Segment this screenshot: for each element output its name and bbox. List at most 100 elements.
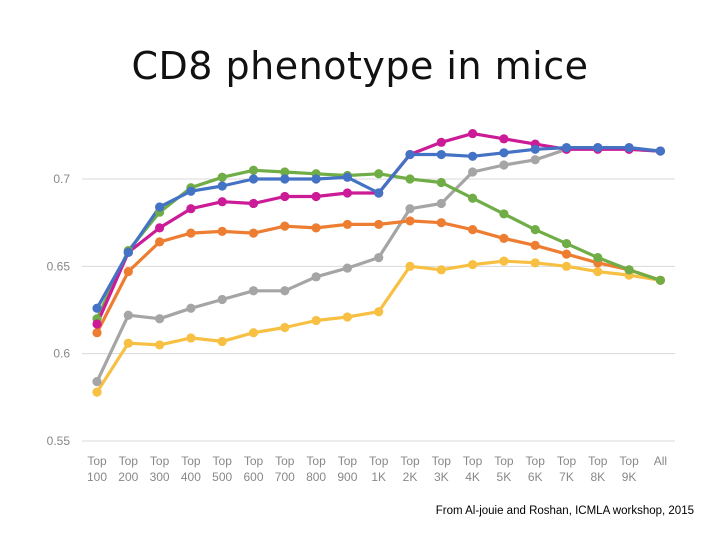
data-point <box>311 223 321 233</box>
x-tick-label: 600 <box>243 470 263 484</box>
data-point <box>248 286 259 296</box>
data-point <box>123 266 133 277</box>
x-tick-label: 800 <box>306 470 326 484</box>
data-point <box>436 218 446 228</box>
data-point <box>499 134 509 144</box>
y-tick-label: 0.7 <box>53 172 70 186</box>
data-point <box>92 303 102 313</box>
data-point <box>217 294 227 305</box>
y-axis-labels: 0.55 0.6 0.65 0.7 <box>47 172 71 448</box>
x-tick-label: 3K <box>434 470 449 484</box>
data-point <box>374 219 384 230</box>
x-tick-label: Top <box>432 454 452 468</box>
data-point <box>92 328 102 338</box>
data-point <box>405 204 415 214</box>
y-tick-label: 0.65 <box>47 259 71 273</box>
data-point <box>405 149 415 160</box>
data-point <box>217 181 227 191</box>
data-point <box>561 142 572 153</box>
data-point <box>311 174 321 184</box>
series-line <box>95 259 663 394</box>
data-point <box>405 261 415 271</box>
x-tick-label: Top <box>557 454 577 468</box>
data-point <box>186 204 196 214</box>
data-point <box>248 228 259 238</box>
data-point <box>593 142 603 153</box>
data-point <box>436 265 446 275</box>
x-tick-label: Top <box>119 454 139 468</box>
data-point <box>624 142 634 153</box>
x-tick-label: Top <box>588 454 608 468</box>
data-point <box>311 191 321 202</box>
x-tick-label: Top <box>619 454 639 468</box>
data-point <box>342 312 352 322</box>
x-tick-label: 2K <box>403 470 418 484</box>
data-point <box>311 315 321 326</box>
data-point <box>499 160 509 170</box>
data-point <box>155 340 165 350</box>
data-point <box>280 286 290 296</box>
x-tick-label: 8K <box>590 470 605 484</box>
x-tick-label: Top <box>275 454 295 468</box>
x-tick-label: 1K <box>371 470 386 484</box>
x-tick-label: Top <box>494 454 514 468</box>
data-point <box>248 174 259 184</box>
x-tick-label: Top <box>87 454 107 468</box>
x-tick-label: 6K <box>528 470 543 484</box>
data-point <box>342 263 352 273</box>
data-point <box>374 188 384 198</box>
x-tick-label: Top <box>526 454 546 468</box>
data-point <box>499 233 509 243</box>
x-tick-label: 500 <box>212 470 232 484</box>
x-axis-labels: Top 100 Top 200 Top 300 Top 400 Top 500 Top 600 Top 7… <box>87 454 667 484</box>
x-tick-label: 100 <box>87 470 107 484</box>
data-point <box>217 172 227 182</box>
x-tick-label: Top <box>181 454 201 468</box>
data-point <box>217 336 227 347</box>
data-point <box>248 165 259 175</box>
x-tick-label: 9K <box>622 470 637 484</box>
data-point <box>530 240 540 250</box>
data-point <box>280 322 290 333</box>
data-point <box>217 197 227 207</box>
data-point <box>280 174 290 184</box>
data-point <box>530 144 540 154</box>
data-point <box>561 249 572 259</box>
data-point <box>342 219 352 230</box>
series-points <box>92 128 666 397</box>
x-tick-label: Top <box>213 454 233 468</box>
data-point <box>530 258 540 268</box>
data-point <box>468 151 478 161</box>
data-point <box>561 261 572 271</box>
data-point <box>468 128 478 139</box>
data-point <box>280 167 290 177</box>
data-point <box>248 198 259 209</box>
x-tick-label: 200 <box>118 470 138 484</box>
x-tick-label: 5K <box>497 470 512 484</box>
data-point <box>248 328 259 338</box>
y-tick-label: 0.6 <box>53 347 70 361</box>
data-point <box>155 237 165 247</box>
x-tick-label: 4K <box>465 470 480 484</box>
data-point <box>436 137 446 147</box>
x-tick-label: Top <box>244 454 264 468</box>
data-point <box>436 198 446 209</box>
data-point <box>186 228 196 238</box>
x-tick-label: Top <box>338 454 358 468</box>
data-point <box>123 310 133 320</box>
data-point <box>280 221 290 231</box>
data-point <box>655 275 666 285</box>
data-point <box>123 247 133 257</box>
data-point <box>92 387 102 397</box>
data-point <box>468 193 478 203</box>
data-point <box>374 307 384 317</box>
x-tick-label: Top <box>306 454 326 468</box>
data-point <box>405 216 415 226</box>
x-tick-label: 400 <box>181 470 201 484</box>
slide-title: CD8 phenotype in mice <box>131 44 589 88</box>
data-point <box>92 319 102 329</box>
data-point <box>499 256 509 266</box>
y-tick-label: 0.55 <box>47 434 71 448</box>
data-point <box>92 377 102 387</box>
